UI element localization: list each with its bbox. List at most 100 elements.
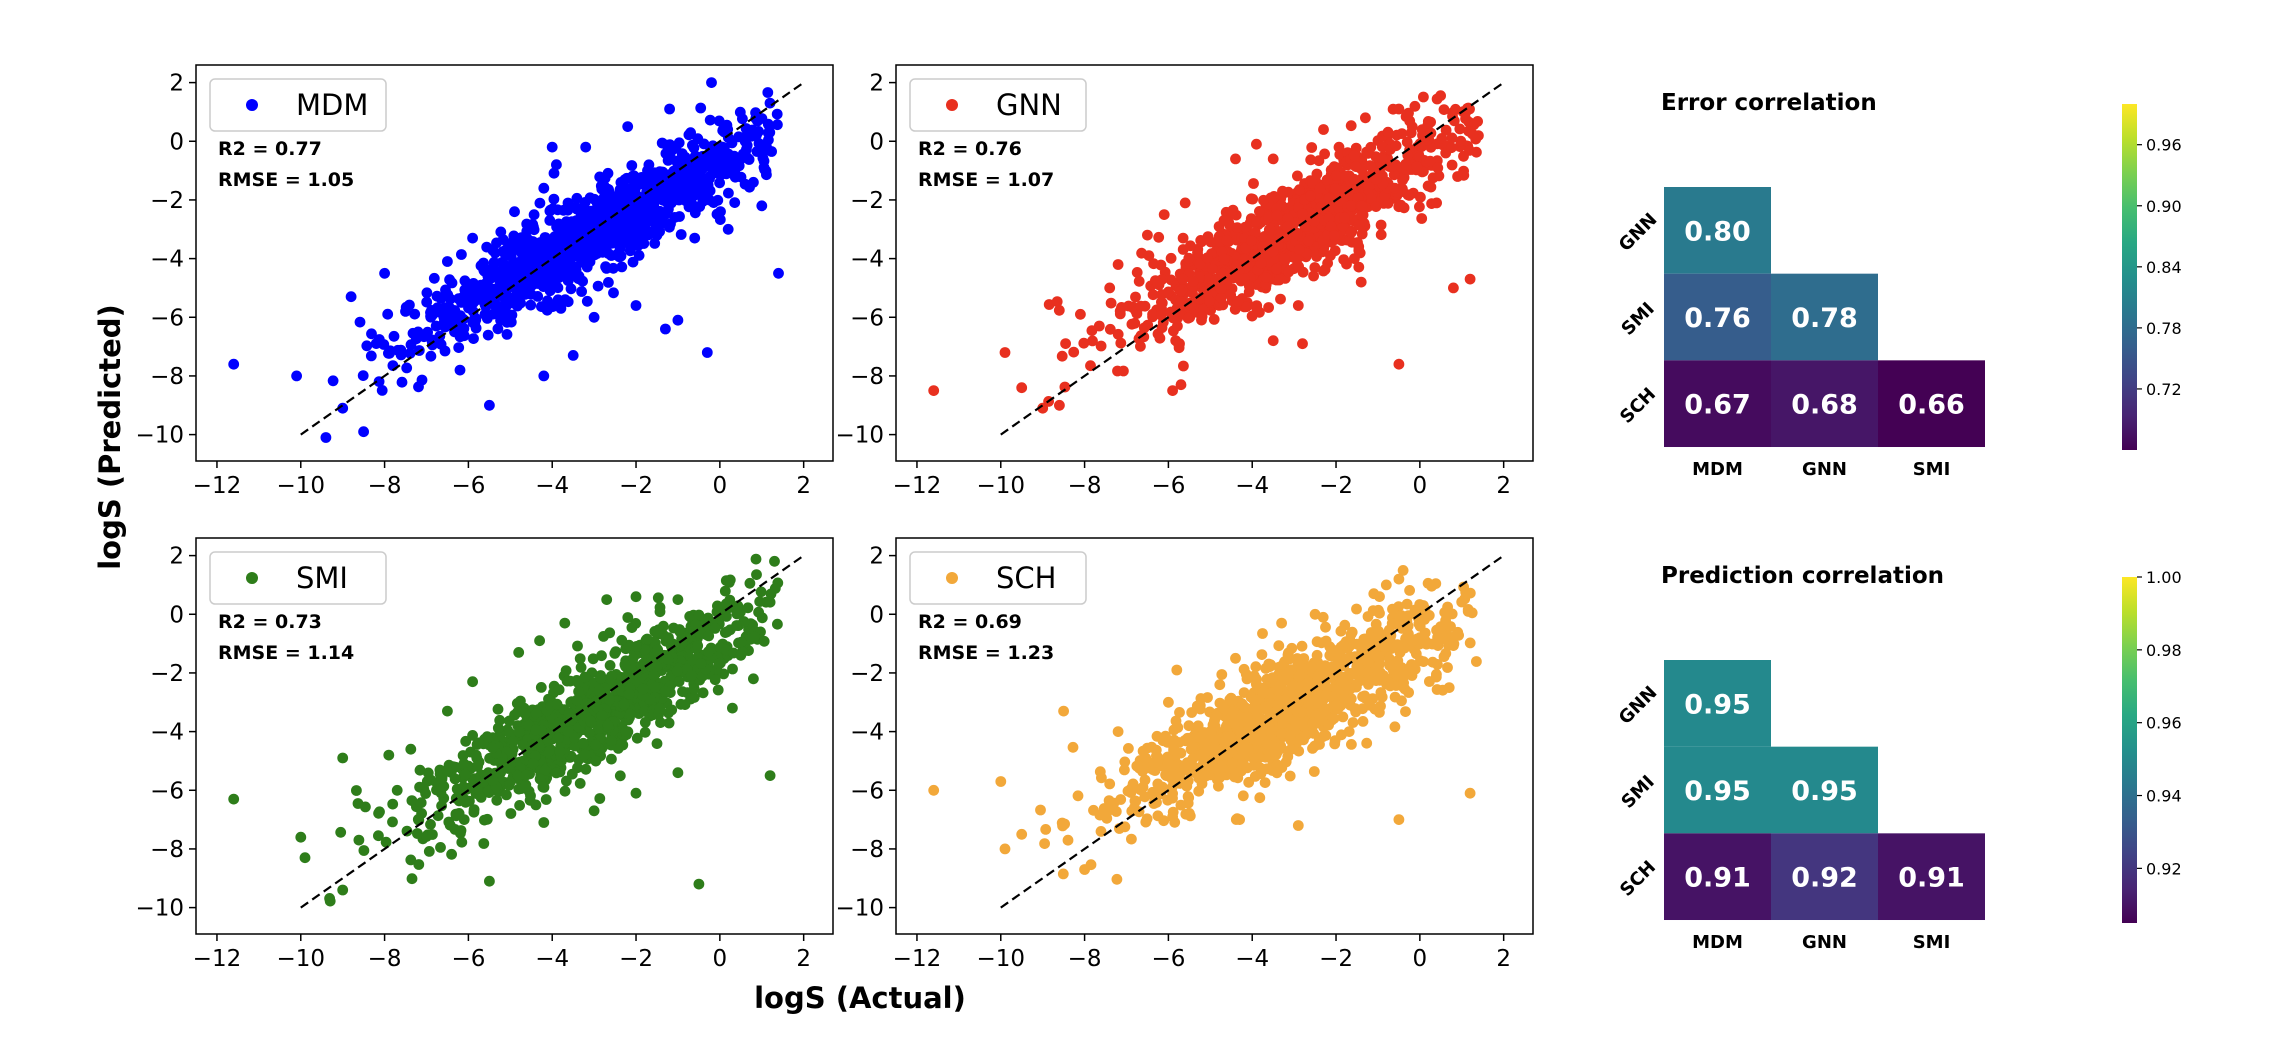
data-point (506, 309, 518, 321)
data-point (487, 742, 499, 754)
data-point (1438, 104, 1450, 115)
data-point (1267, 335, 1279, 347)
data-point (412, 828, 423, 839)
x-tick-label: −8 (368, 946, 402, 972)
data-point (383, 749, 395, 761)
identity-line (300, 81, 805, 436)
legend-label: MDM (296, 88, 368, 122)
data-point (1329, 661, 1340, 672)
data-point (497, 280, 509, 292)
data-point (439, 345, 451, 357)
data-point (690, 150, 701, 162)
data-point (546, 141, 558, 153)
data-point (1396, 695, 1407, 707)
data-point (1259, 777, 1271, 788)
data-point (630, 591, 642, 603)
data-point (449, 305, 461, 316)
legend: SCH (909, 551, 1087, 605)
data-point (1307, 717, 1319, 729)
data-point (1104, 282, 1116, 294)
data-point (458, 758, 470, 769)
data-point (1035, 804, 1046, 816)
data-point (592, 280, 604, 292)
data-point (441, 310, 453, 322)
data-point (732, 600, 744, 612)
data-point (1133, 275, 1145, 287)
data-point (1351, 603, 1362, 615)
colorbar-tick-label: 0.90 (2146, 197, 2182, 216)
data-point (551, 221, 562, 233)
data-point (387, 798, 399, 810)
data-point (577, 214, 588, 225)
data-point (1331, 645, 1342, 657)
data-point (699, 190, 711, 202)
data-point (1205, 236, 1217, 248)
data-point (530, 724, 542, 736)
data-point (1331, 170, 1342, 182)
y-tick-label: −6 (850, 305, 884, 331)
data-point (626, 622, 638, 633)
data-point (1375, 219, 1387, 231)
data-point (1362, 657, 1374, 668)
data-point (1058, 705, 1069, 717)
data-point (379, 267, 390, 279)
identity-line (1000, 81, 1505, 436)
data-point (606, 753, 617, 765)
y-tick-label: 0 (169, 129, 184, 155)
data-point (1393, 358, 1405, 370)
data-point (651, 738, 663, 749)
data-point (1443, 682, 1455, 693)
data-point (611, 222, 623, 234)
data-point (444, 293, 456, 305)
data-point (599, 191, 610, 203)
data-point (1160, 730, 1171, 742)
data-point (380, 836, 392, 848)
data-point (1183, 732, 1195, 744)
x-tick-label: 2 (1496, 473, 1511, 499)
data-point (1355, 276, 1367, 288)
data-point (571, 694, 583, 706)
data-point (654, 702, 666, 714)
data-point (709, 674, 721, 686)
heatmap-row-label: GNN (1615, 209, 1662, 256)
data-point (1357, 716, 1369, 727)
data-point (1170, 335, 1182, 346)
data-point (1409, 100, 1421, 112)
data-point (677, 686, 688, 697)
data-point (1446, 159, 1458, 171)
data-point (1194, 258, 1206, 270)
axes-frame (195, 64, 834, 462)
data-point (1296, 640, 1308, 652)
data-point (456, 836, 468, 848)
data-point (1104, 323, 1116, 335)
data-point (327, 375, 339, 387)
data-point (481, 313, 493, 324)
data-point (1224, 694, 1236, 705)
data-point (753, 125, 764, 137)
data-point (1277, 717, 1289, 729)
data-point (1386, 161, 1398, 172)
data-point (741, 144, 752, 155)
data-point (673, 676, 685, 687)
x-tick-label: −8 (1068, 946, 1102, 972)
data-point (1219, 736, 1230, 748)
data-point (651, 229, 663, 241)
data-point (414, 764, 426, 776)
x-tick-label: 0 (713, 946, 728, 972)
legend: SMI (209, 551, 387, 605)
data-point (630, 300, 642, 311)
data-point (420, 788, 431, 799)
data-point (491, 794, 503, 806)
heatmap-cell-label: 0.66 (1898, 390, 1965, 421)
data-point (1351, 638, 1363, 650)
data-point (1227, 204, 1239, 216)
data-point (1432, 162, 1444, 174)
y-tick-label: −6 (850, 778, 884, 804)
data-point (560, 665, 572, 676)
data-point (425, 819, 436, 830)
data-point (1471, 656, 1482, 667)
data-point (1393, 103, 1405, 115)
data-point (1387, 603, 1398, 615)
heatmap-cell (1664, 360, 1771, 448)
data-point (1205, 725, 1217, 737)
